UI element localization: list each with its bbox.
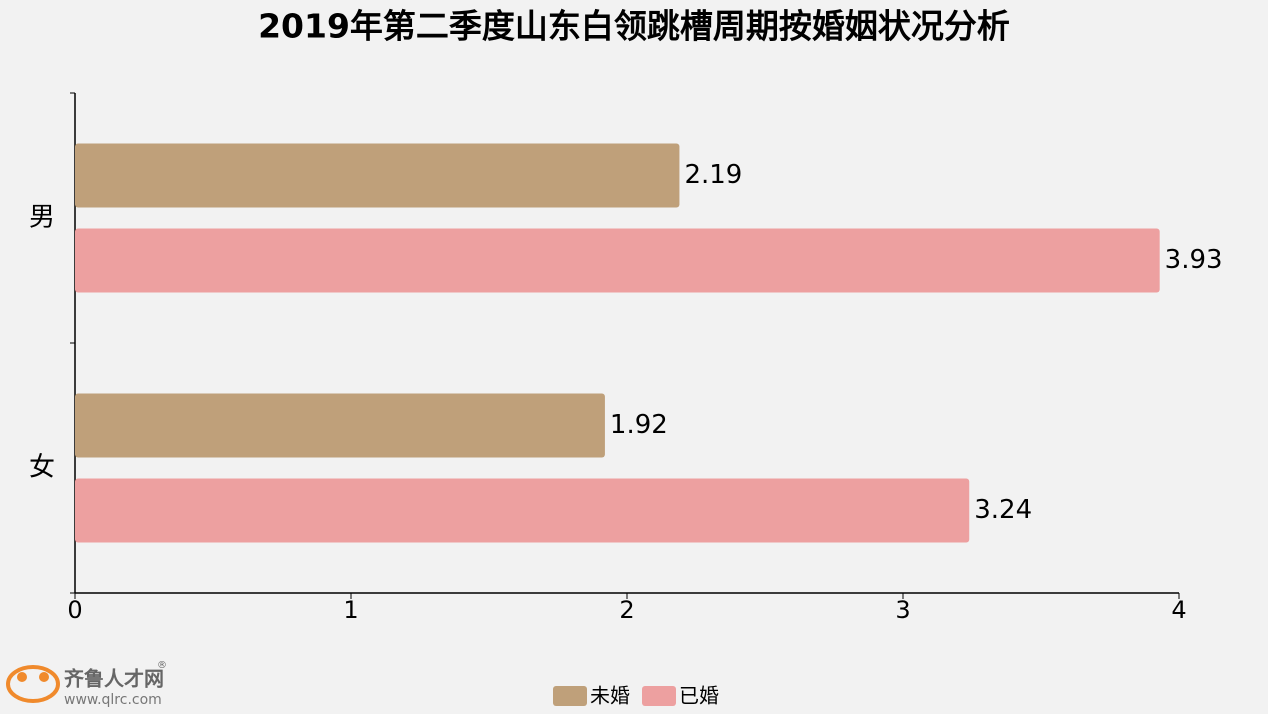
legend-swatch	[642, 686, 676, 706]
x-tick-label: 3	[895, 596, 910, 624]
x-tick-label: 4	[1171, 596, 1186, 624]
logo-name: 齐鲁人才网	[64, 667, 164, 691]
y-tick-label: 女	[29, 453, 55, 483]
bar	[75, 478, 970, 543]
chart-title: 2019年第二季度山东白领跳槽周期按婚姻状况分析	[258, 7, 1010, 46]
x-tick-label: 2	[619, 596, 634, 624]
x-tick-label: 0	[67, 596, 82, 624]
value-label: 3.93	[1165, 245, 1223, 275]
logo: 齐鲁人才网 ® www.qlrc.com	[6, 660, 167, 708]
x-tick-label: 1	[343, 596, 358, 624]
logo-url: www.qlrc.com	[64, 692, 162, 708]
y-tick-label: 男	[29, 203, 55, 233]
legend-label: 已婚	[679, 684, 719, 708]
bar	[75, 228, 1160, 293]
logo-icon	[6, 665, 60, 703]
bar	[75, 393, 605, 458]
logo-mark: ®	[157, 660, 167, 671]
logo-eye	[17, 672, 27, 682]
logo-eye	[39, 672, 49, 682]
value-label: 3.24	[974, 495, 1032, 525]
bar	[75, 143, 680, 208]
legend-swatch	[553, 686, 587, 706]
value-label: 1.92	[610, 410, 668, 440]
legend-label: 未婚	[590, 684, 630, 708]
value-label: 2.19	[684, 160, 742, 190]
